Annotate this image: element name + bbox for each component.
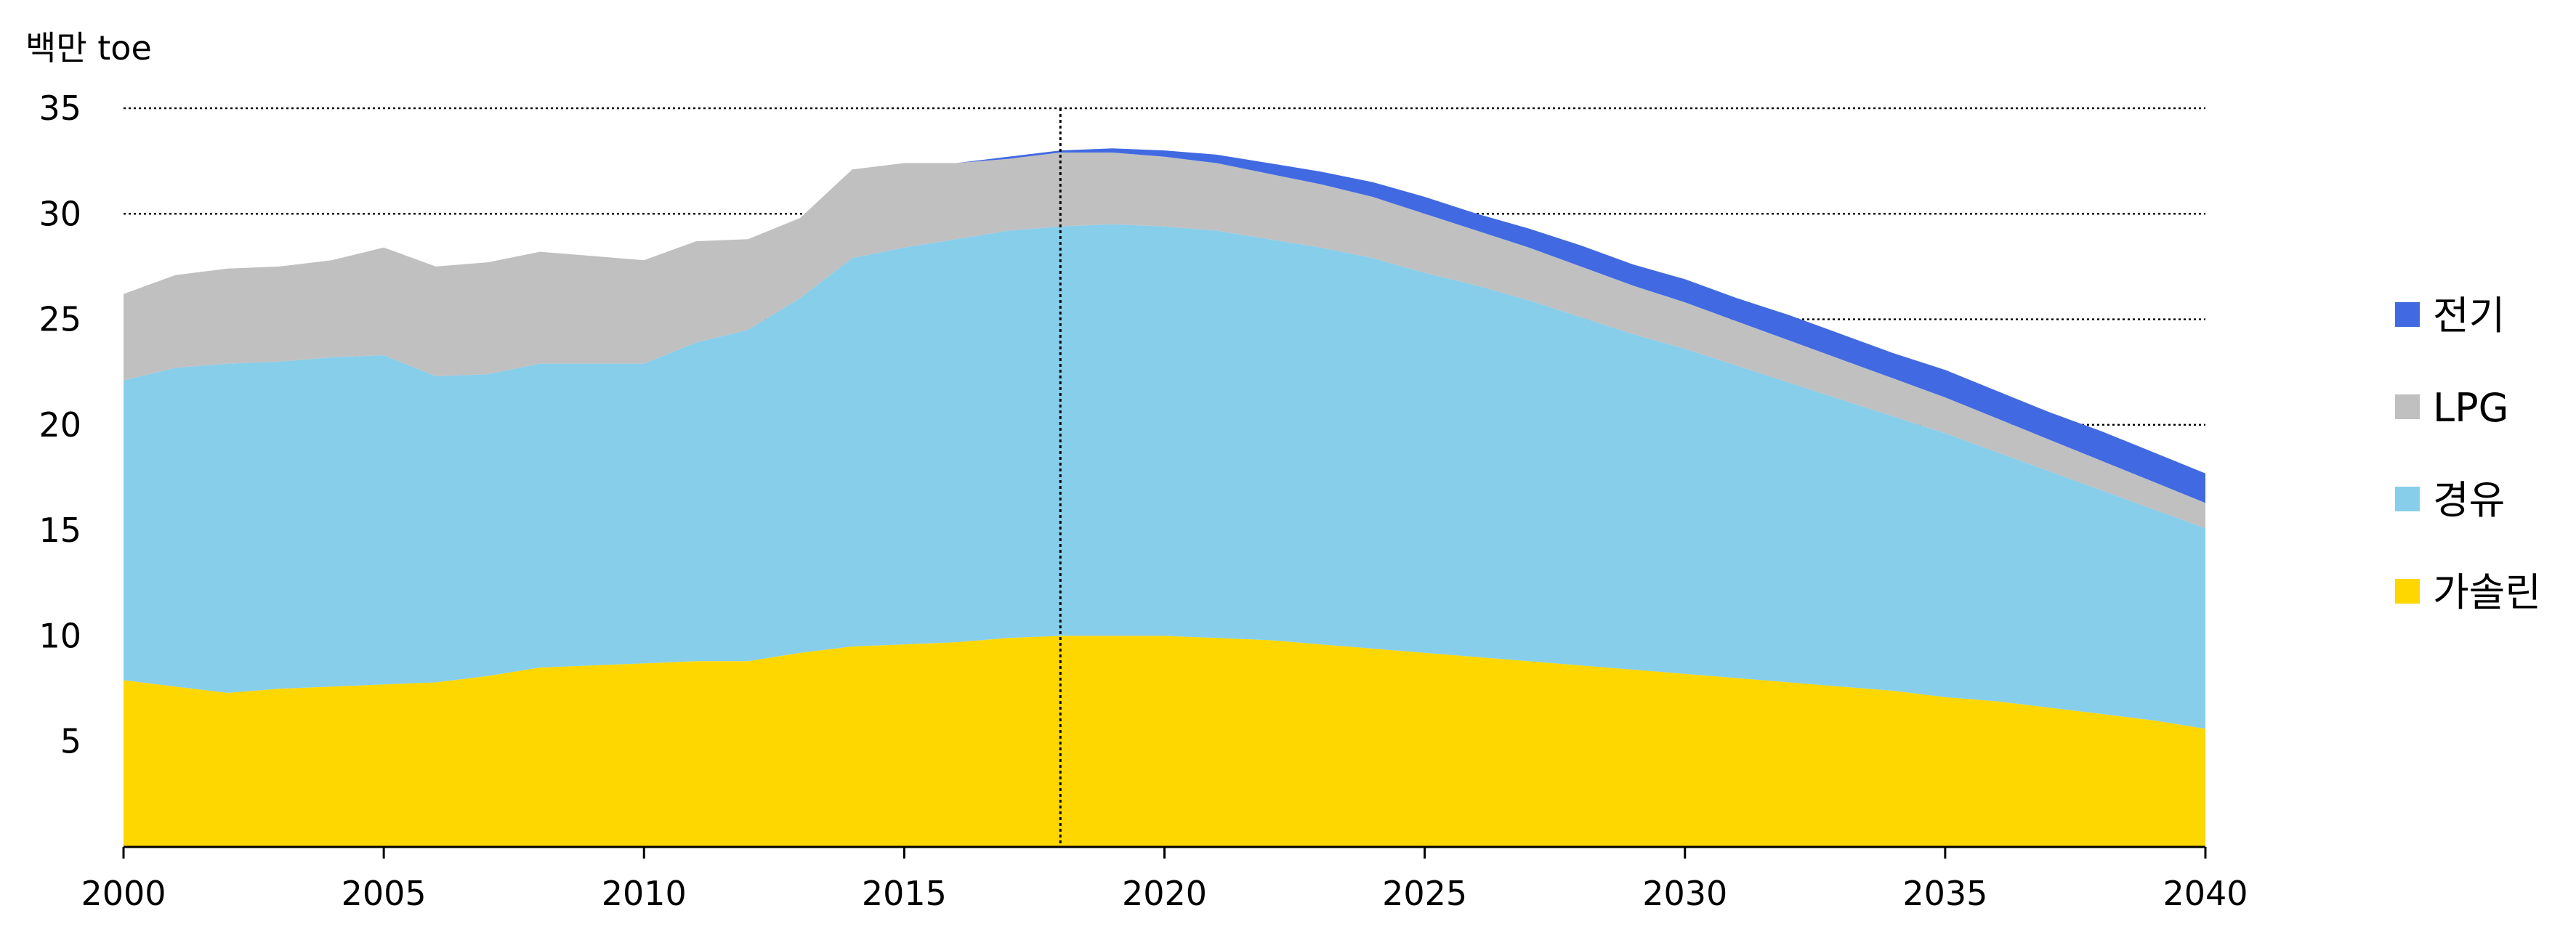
- axes: 2000 2005 2010 2015 2020 2025 2030 2035 20405101…: [39, 89, 2248, 913]
- area-series-3: [124, 148, 2205, 503]
- area-series-1: [124, 224, 2205, 729]
- area-layer: [124, 148, 2205, 847]
- legend-swatch: [2395, 579, 2420, 604]
- y-tick-label: 5: [60, 722, 81, 761]
- legend-label: LPG: [2433, 385, 2509, 431]
- y-tick-label: 20: [39, 405, 81, 445]
- y-tick-label: 35: [39, 89, 81, 128]
- legend-label: 전기: [2433, 293, 2505, 338]
- x-tick-label: 2040: [2163, 874, 2248, 913]
- legend-swatch: [2395, 487, 2420, 511]
- x-tick-label: 2020: [1122, 874, 1207, 913]
- y-tick-label: 30: [39, 194, 81, 233]
- x-tick-label: 2025: [1382, 874, 1467, 913]
- area-series-0: [124, 636, 2205, 847]
- legend-swatch: [2395, 302, 2420, 327]
- y-tick-label: 10: [39, 616, 81, 655]
- legend-label: 가솔린: [2433, 569, 2541, 615]
- legend-swatch: [2395, 394, 2420, 419]
- y-tick-label: 25: [39, 300, 81, 339]
- x-tick-label: 2030: [1642, 874, 1727, 913]
- y-axis-unit-label: 백만 toe: [25, 28, 152, 68]
- x-tick-label: 2010: [602, 874, 687, 913]
- y-tick-label: 15: [39, 511, 81, 550]
- x-tick-label: 2005: [342, 874, 427, 913]
- x-tick-label: 2015: [862, 874, 947, 913]
- legend-label: 경유: [2433, 477, 2505, 523]
- x-tick-label: 2000: [81, 874, 166, 913]
- x-tick-label: 2035: [1902, 874, 1987, 913]
